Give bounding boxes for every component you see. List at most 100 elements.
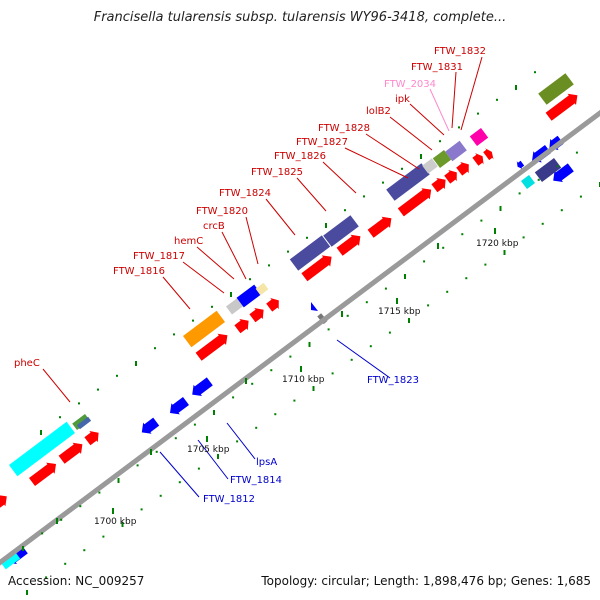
gene-label-phec[interactable]: pheC (14, 358, 40, 369)
leader-line (221, 231, 247, 280)
scale-tick (331, 372, 334, 375)
scale-tick (499, 206, 502, 211)
leader-line (245, 216, 259, 265)
forward-gene-arrow (431, 177, 446, 193)
gene-label-ftw-1820[interactable]: FTW_1820 (196, 206, 248, 217)
feature-tracks (0, 73, 578, 570)
scale-tick (480, 219, 483, 222)
scale-tick (64, 562, 67, 565)
gene-label-ftw-1812[interactable]: FTW_1812 (203, 494, 255, 505)
scale-tick (458, 126, 460, 129)
accession-text: Accession: NC_009257 (8, 574, 145, 588)
scale-tick (117, 478, 120, 483)
scale-tick (270, 369, 273, 372)
scale-tick (420, 154, 422, 159)
scale-tick (560, 209, 563, 212)
gene-label-ftw-1814[interactable]: FTW_1814 (230, 475, 282, 486)
gene-label-ftw-1832[interactable]: FTW_1832 (434, 46, 486, 57)
scale-tick (60, 518, 63, 521)
scale-tick (193, 423, 196, 426)
scale-tick (465, 277, 468, 280)
gene-bar-green (72, 413, 90, 431)
scale-tick (404, 274, 406, 279)
gene-label-ftw-1825[interactable]: FTW_1825 (251, 167, 303, 178)
scale-ticks (22, 71, 600, 595)
scale-tick (401, 167, 403, 170)
scale-tick (289, 355, 292, 358)
scale-tick (308, 342, 311, 347)
forward-gene-arrow (195, 333, 228, 361)
gene-bar-gray (226, 297, 244, 315)
forward-gene-arrow (472, 153, 484, 166)
scale-tick (344, 209, 346, 212)
reverse-gene-arrow (141, 417, 160, 434)
leader-line (197, 439, 229, 480)
gene-bar-indigo (289, 235, 331, 271)
gene-label-lolb2[interactable]: lolB2 (366, 106, 391, 117)
scale-tick (369, 345, 372, 348)
scale-label-1710: 1710 kbp (282, 375, 325, 385)
leader-line (322, 161, 357, 194)
gene-label-ftw-2034[interactable]: FTW_2034 (384, 79, 436, 90)
scale-tick (503, 250, 506, 255)
gene-label-crcb[interactable]: crcB (203, 221, 225, 232)
scale-major-tick (300, 366, 302, 372)
gene-label-hemc[interactable]: hemC (174, 236, 203, 247)
leader-line (296, 177, 327, 212)
reverse-gene-marker (311, 302, 318, 311)
scale-major-tick (341, 311, 343, 317)
forward-gene-arrow (301, 255, 332, 282)
gene-label-ftw-1826[interactable]: FTW_1826 (274, 151, 326, 162)
gene-label-ftw-1827[interactable]: FTW_1827 (296, 137, 348, 148)
scale-tick (173, 333, 175, 336)
gene-label-ftw-1823[interactable]: FTW_1823 (367, 375, 419, 386)
scale-tick (496, 98, 498, 101)
scale-tick (575, 151, 578, 154)
scale-tick (365, 301, 368, 304)
gene-label-ipk[interactable]: ipk (395, 94, 410, 105)
scale-tick (217, 454, 219, 459)
scale-tick (423, 260, 426, 263)
gene-bar-olive (538, 73, 574, 105)
gene-label-lpsa[interactable]: lpsA (256, 457, 277, 468)
forward-gene-arrow (234, 318, 249, 334)
leader-line (196, 246, 235, 280)
forward-gene-arrow (266, 298, 279, 312)
reverse-gene-arrow (553, 163, 574, 182)
leader-line (344, 147, 409, 179)
scale-label-1720: 1720 kbp (476, 239, 519, 249)
scale-tick (197, 467, 200, 470)
scale-tick (59, 416, 61, 419)
forward-gene-arrow (0, 495, 7, 514)
scale-tick (461, 233, 464, 236)
genome-summary-text: Topology: circular; Length: 1,898,476 bp… (261, 574, 591, 588)
scale-tick (327, 328, 330, 331)
scale-tick (556, 165, 559, 168)
scale-label-1705: 1705 kbp (187, 445, 230, 455)
scale-major-tick (206, 436, 208, 442)
gene-bar-orange (183, 310, 225, 348)
gene-label-ftw-1824[interactable]: FTW_1824 (219, 188, 271, 199)
scale-label-1700: 1700 kbp (94, 517, 137, 527)
gene-label-ftw-1817[interactable]: FTW_1817 (133, 251, 185, 262)
scale-tick (287, 250, 289, 253)
scale-tick (346, 314, 349, 317)
scale-tick (178, 481, 181, 484)
scale-tick (79, 505, 82, 508)
scale-tick (40, 430, 42, 435)
gene-label-ftw-1831[interactable]: FTW_1831 (411, 62, 463, 73)
scale-tick (78, 402, 80, 405)
scale-tick (350, 358, 353, 361)
gene-label-ftw-1828[interactable]: FTW_1828 (318, 123, 370, 134)
scale-tick (251, 382, 254, 385)
forward-gene-arrow (444, 170, 457, 184)
scale-tick (537, 178, 540, 181)
reverse-gene-arrow (170, 396, 189, 415)
gene-label-ftw-1816[interactable]: FTW_1816 (113, 266, 165, 277)
leader-line (226, 422, 256, 460)
gene-labels: FTW_1832 FTW_1831 FTW_2034 ipk lolB2 FTW… (14, 46, 486, 505)
scale-tick (363, 195, 365, 198)
leader-line (265, 198, 296, 236)
gene-bar-olive (432, 149, 452, 169)
